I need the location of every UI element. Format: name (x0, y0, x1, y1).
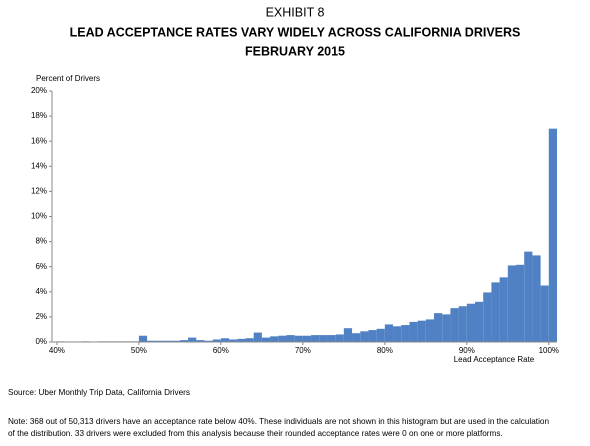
bar (475, 301, 484, 342)
bar (499, 277, 508, 342)
y-tick-label: 20% (31, 86, 47, 95)
bar (335, 334, 344, 342)
x-tick-label: 50% (131, 346, 147, 355)
chart-title: EXHIBIT 8 (266, 5, 325, 19)
bar (376, 328, 385, 342)
bar (450, 308, 459, 342)
bar (196, 340, 205, 342)
bar (278, 335, 287, 342)
bar (237, 338, 246, 342)
bar (442, 314, 451, 342)
source: Source: Uber Monthly Trip Data, Californ… (8, 388, 190, 397)
y-tick-label: 6% (35, 262, 47, 271)
chart-title: LEAD ACCEPTANCE RATES VARY WIDELY ACROSS… (70, 25, 521, 39)
y-tick-label: 14% (31, 161, 47, 170)
bar (417, 320, 426, 342)
bar (434, 313, 443, 342)
bar (245, 338, 254, 342)
bar (532, 255, 541, 342)
x-tick-label: 60% (213, 346, 229, 355)
y-tick-label: 4% (35, 287, 47, 296)
bar (524, 251, 533, 342)
y-tick-label: 8% (35, 237, 47, 246)
x-tick-label: 100% (539, 346, 559, 355)
bar (393, 326, 402, 342)
y-tick-label: 16% (31, 136, 47, 145)
bar (311, 335, 320, 342)
x-tick-label: 90% (459, 346, 475, 355)
y-tick-label: 10% (31, 212, 47, 221)
bar (261, 337, 271, 342)
bar (507, 265, 517, 342)
x-tick-label: 80% (377, 346, 393, 355)
note: Note: 368 out of 50,313 drivers have an … (8, 417, 549, 426)
bar (212, 339, 221, 342)
bar (138, 335, 148, 342)
bar (548, 128, 557, 342)
bar (294, 335, 303, 342)
bar (409, 321, 418, 342)
bar (188, 337, 197, 342)
bar (220, 338, 230, 342)
bar (319, 335, 328, 342)
bar (491, 282, 500, 342)
bar (302, 335, 312, 342)
bar (368, 330, 377, 342)
x-axis-label: Lead Acceptance Rate (454, 355, 535, 364)
bar (425, 319, 435, 342)
y-tick-label: 0% (35, 337, 47, 346)
bar (179, 340, 189, 342)
bar (253, 332, 262, 342)
bar (540, 285, 549, 342)
bar (458, 306, 467, 342)
bar (229, 339, 238, 342)
chart-subtitle: FEBRUARY 2015 (245, 44, 345, 58)
bar (343, 328, 353, 342)
x-tick-label: 40% (49, 346, 65, 355)
bar (204, 340, 213, 342)
bar (384, 324, 394, 342)
bar (516, 264, 525, 342)
x-tick-label: 70% (295, 346, 311, 355)
bar (327, 335, 336, 342)
bar (352, 333, 361, 342)
y-tick-label: 2% (35, 312, 47, 321)
bar (286, 335, 295, 342)
bar (155, 340, 164, 342)
y-tick-label: 18% (31, 111, 47, 120)
bar (360, 331, 369, 342)
note: of the distribution. 33 drivers were exc… (8, 429, 503, 438)
bar (163, 340, 172, 342)
bar (171, 340, 180, 342)
y-tick-label: 12% (31, 187, 47, 196)
bar (483, 292, 492, 342)
bar (401, 325, 410, 342)
y-axis-label: Percent of Drivers (36, 74, 100, 83)
bar (270, 336, 279, 342)
bar (147, 340, 156, 342)
bar (466, 303, 476, 342)
